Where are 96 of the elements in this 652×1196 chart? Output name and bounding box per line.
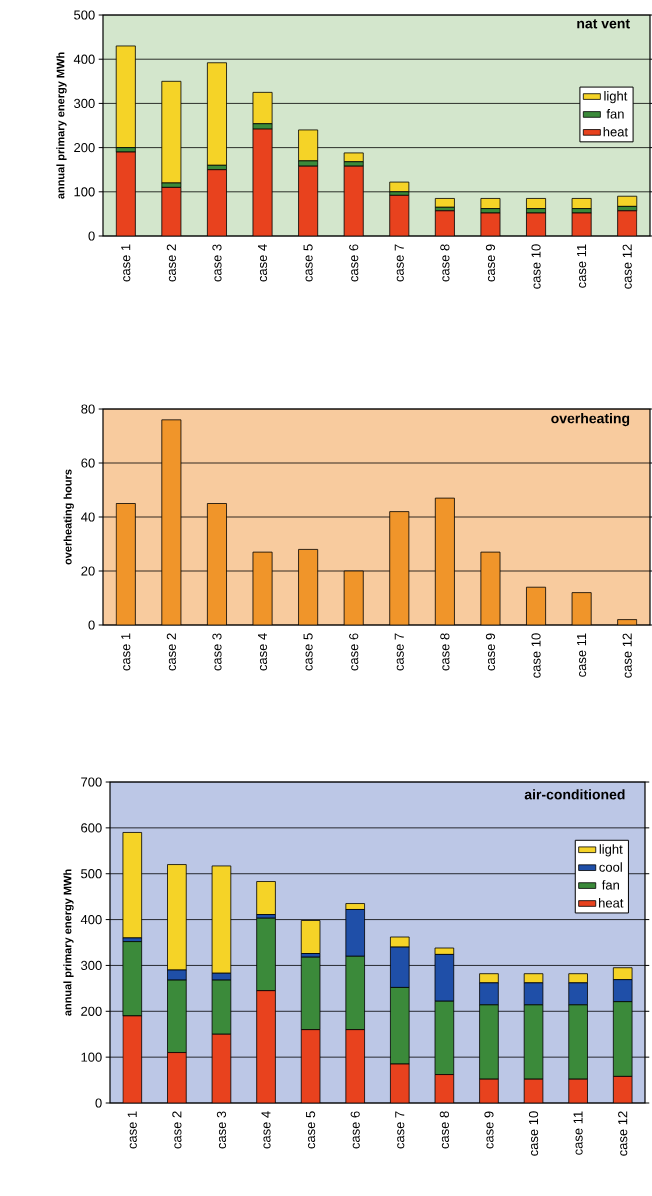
y-tick-label: 600 bbox=[81, 823, 102, 833]
x-tick-label: case 12 bbox=[622, 244, 632, 289]
x-tick-label: case 1 bbox=[121, 244, 131, 282]
bar bbox=[298, 549, 319, 626]
legend-label: fan bbox=[606, 109, 624, 119]
x-tick-label: case 2 bbox=[172, 1111, 182, 1149]
x-tick-label: case 11 bbox=[573, 1111, 583, 1155]
bar bbox=[115, 45, 136, 149]
y-tick-label: 700 bbox=[81, 777, 102, 787]
x-tick-label: case 8 bbox=[440, 633, 450, 671]
bar bbox=[343, 152, 364, 163]
y-tick-label: 200 bbox=[81, 1006, 102, 1016]
x-tick-label: case 9 bbox=[485, 244, 496, 282]
y-tick-label: 40 bbox=[81, 512, 95, 522]
x-tick-label: case 10 bbox=[531, 633, 541, 678]
x-tick-label: case 3 bbox=[212, 633, 222, 671]
x-tick-label: case 12 bbox=[618, 1111, 628, 1156]
x-tick-label: case 11 bbox=[577, 244, 587, 288]
y-tick-label: 300 bbox=[81, 960, 102, 971]
y-tick-label: 0 bbox=[88, 231, 95, 241]
chart-title: overheating bbox=[551, 413, 630, 427]
x-tick-label: case 2 bbox=[166, 244, 176, 282]
x-tick-label: case 10 bbox=[531, 244, 541, 289]
bar bbox=[206, 62, 227, 166]
legend-label: fan bbox=[601, 880, 619, 890]
x-tick-label: case 6 bbox=[349, 244, 359, 282]
y-tick-label: 200 bbox=[74, 143, 95, 153]
legend-label: light bbox=[599, 844, 623, 857]
x-tick-label: case 4 bbox=[258, 633, 268, 671]
x-tick-label: case 11 bbox=[577, 633, 587, 677]
y-tick-label: 20 bbox=[81, 566, 95, 576]
x-tick-label: case 10 bbox=[528, 1111, 539, 1156]
bar bbox=[167, 1052, 187, 1103]
x-tick-label: case 4 bbox=[258, 244, 268, 282]
x-tick-label: case 6 bbox=[349, 633, 359, 671]
y-axis-title: overheating hours bbox=[63, 469, 74, 565]
bar bbox=[161, 419, 182, 626]
bar bbox=[345, 1029, 365, 1103]
x-tick-label: case 3 bbox=[212, 244, 222, 282]
x-tick-label: case 7 bbox=[394, 244, 404, 282]
y-tick-label: 60 bbox=[81, 458, 95, 468]
chart-title: nat vent bbox=[577, 19, 630, 29]
bar bbox=[122, 832, 143, 939]
legend-label: cool bbox=[599, 862, 622, 872]
bar bbox=[298, 129, 319, 162]
y-tick-label: 300 bbox=[74, 98, 95, 109]
bar bbox=[571, 592, 592, 626]
x-tick-label: case 7 bbox=[394, 633, 404, 671]
y-tick-label: 400 bbox=[73, 54, 95, 64]
chart-title: air-conditioned bbox=[524, 789, 625, 800]
y-tick-label: 0 bbox=[88, 620, 95, 630]
x-tick-label: case 5 bbox=[303, 633, 313, 671]
x-tick-label: case 8 bbox=[440, 244, 450, 282]
bar bbox=[617, 195, 638, 207]
y-tick-label: 100 bbox=[74, 187, 95, 197]
y-tick-label: 100 bbox=[81, 1052, 102, 1062]
y-tick-label: 500 bbox=[74, 10, 95, 20]
x-tick-label: case 1 bbox=[127, 1111, 137, 1149]
x-tick-label: case 4 bbox=[261, 1111, 271, 1149]
bar bbox=[256, 881, 276, 915]
bar bbox=[161, 80, 182, 184]
x-tick-label: case 1 bbox=[121, 633, 131, 671]
x-tick-label: case 9 bbox=[484, 1111, 494, 1149]
bar bbox=[343, 570, 364, 626]
bar bbox=[206, 503, 227, 626]
x-tick-label: case 2 bbox=[166, 633, 176, 671]
bar bbox=[526, 198, 547, 210]
y-tick-label: 400 bbox=[80, 914, 102, 925]
legend-label: light bbox=[604, 91, 628, 104]
bar bbox=[115, 503, 136, 626]
x-tick-label: case 5 bbox=[306, 1111, 316, 1149]
bar bbox=[389, 181, 410, 193]
y-tick-label: 0 bbox=[95, 1098, 102, 1108]
bar bbox=[389, 511, 410, 626]
bar bbox=[571, 198, 592, 210]
bar bbox=[390, 1063, 410, 1103]
bar bbox=[434, 497, 455, 626]
bar bbox=[434, 198, 455, 208]
legend-label: heat bbox=[603, 126, 628, 137]
bar bbox=[300, 920, 321, 954]
y-axis-title: annual primary energy MWh bbox=[56, 52, 67, 199]
y-tick-label: 80 bbox=[81, 404, 95, 414]
bar bbox=[526, 586, 547, 626]
bar bbox=[252, 91, 273, 125]
bar bbox=[480, 198, 501, 210]
x-tick-label: case 12 bbox=[622, 633, 632, 678]
x-tick-label: case 7 bbox=[395, 1111, 405, 1149]
legend-label: heat bbox=[599, 898, 624, 908]
x-tick-label: case 8 bbox=[439, 1111, 449, 1149]
x-tick-label: case 3 bbox=[216, 1111, 227, 1149]
x-tick-label: case 5 bbox=[303, 244, 313, 282]
y-axis-title: annual primary energy MWh bbox=[63, 869, 74, 1016]
bar bbox=[256, 990, 276, 1103]
y-tick-label: 500 bbox=[81, 869, 102, 879]
x-tick-label: case 9 bbox=[485, 633, 496, 671]
x-tick-label: case 6 bbox=[350, 1111, 360, 1149]
